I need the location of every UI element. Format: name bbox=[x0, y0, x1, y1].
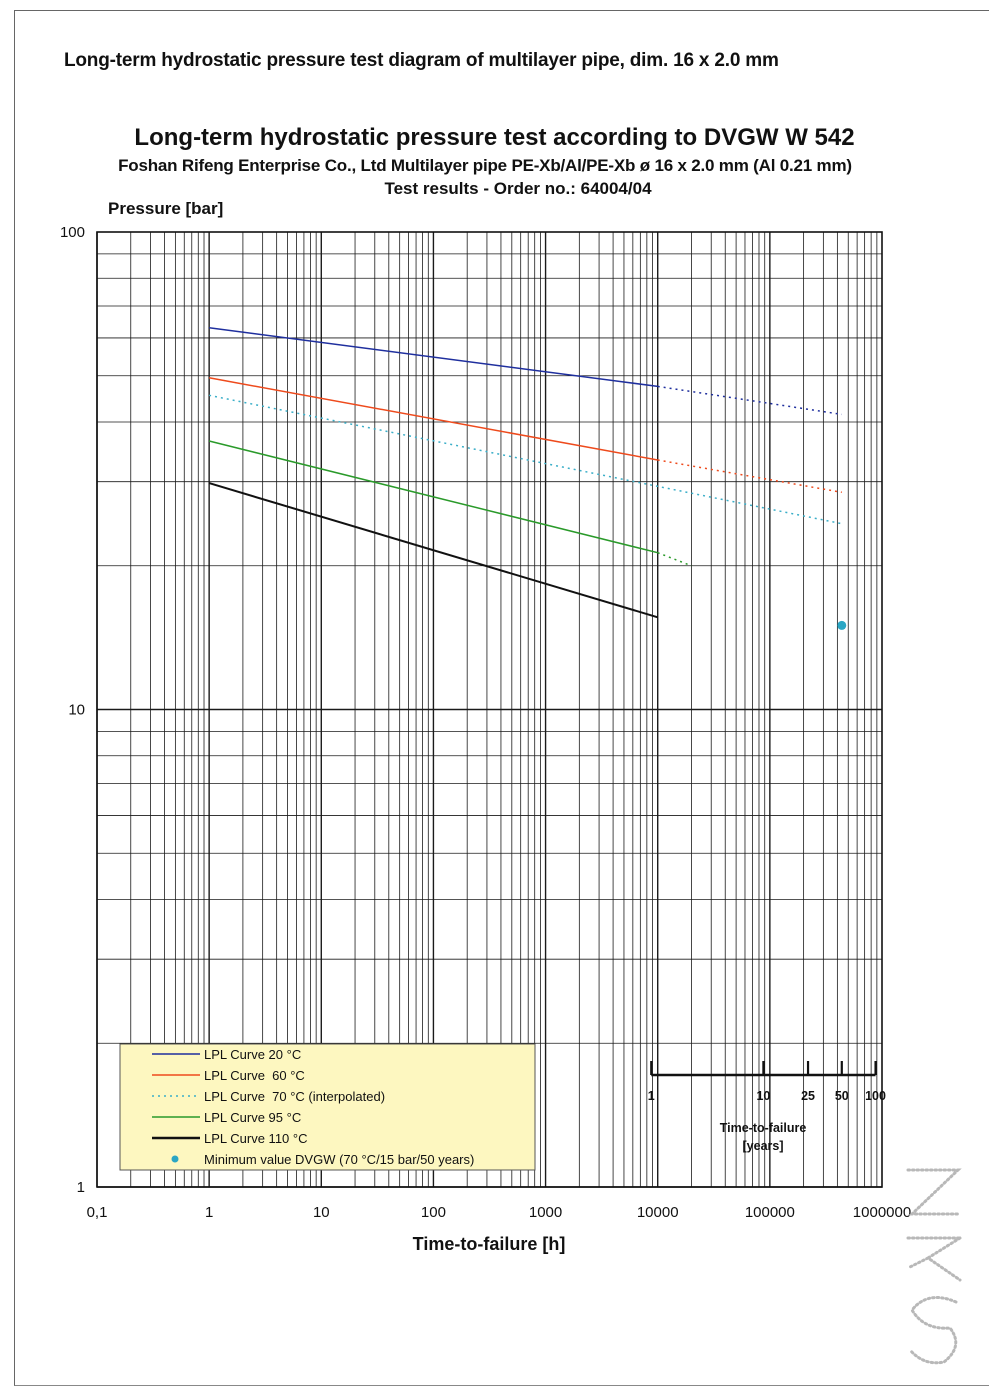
x-axis-label: Time-to-failure [h] bbox=[413, 1234, 566, 1254]
x-tick-label: 1000000 bbox=[853, 1204, 911, 1221]
series-1 bbox=[208, 377, 842, 494]
series-line bbox=[208, 482, 658, 619]
series-4 bbox=[208, 482, 658, 619]
legend-label: Minimum value DVGW (70 °C/15 bar/50 year… bbox=[204, 1152, 474, 1167]
y-tick-label: 100 bbox=[60, 224, 85, 241]
legend-label: LPL Curve 110 °C bbox=[204, 1131, 307, 1146]
minimum-value-point bbox=[837, 620, 847, 630]
series-line-extrapolated bbox=[657, 459, 842, 494]
x-tick-label: 10000 bbox=[637, 1204, 679, 1221]
series-line bbox=[208, 377, 658, 461]
legend: LPL Curve 20 °C LPL Curve 60 °C LPL Curve … bbox=[119, 1043, 536, 1171]
years-tick-label: 1 bbox=[648, 1089, 655, 1103]
legend-label: LPL Curve 20 °C bbox=[204, 1047, 301, 1062]
y-tick-label: 10 bbox=[68, 702, 85, 719]
x-tick-label: 100000 bbox=[745, 1204, 795, 1221]
chart-title: Long-term hydrostatic pressure test acco… bbox=[134, 124, 855, 151]
series-line-extrapolated bbox=[657, 552, 692, 567]
years-scale-unit: [years] bbox=[743, 1139, 784, 1153]
x-tick-label: 0,1 bbox=[87, 1204, 108, 1221]
legend-label: LPL Curve 60 °C bbox=[204, 1068, 305, 1083]
years-scale: 1 10 25 50 100 bbox=[648, 1061, 886, 1103]
series-0 bbox=[209, 327, 842, 416]
x-tick-label: 100 bbox=[421, 1204, 446, 1221]
legend-label: LPL Curve 95 °C bbox=[204, 1110, 301, 1125]
plot-frame bbox=[96, 231, 883, 1188]
years-tick-label: 50 bbox=[835, 1089, 849, 1103]
years-scale-title: Time-to-failure bbox=[720, 1121, 807, 1135]
x-tick-label: 1 bbox=[205, 1204, 213, 1221]
document-title: Long-term hydrostatic pressure test diag… bbox=[64, 50, 779, 71]
x-tick-label: 10 bbox=[313, 1204, 330, 1221]
y-axis-label: Pressure [bar] bbox=[108, 199, 223, 218]
series-line bbox=[209, 327, 658, 388]
series-line bbox=[208, 440, 658, 554]
legend-box bbox=[119, 1043, 536, 1171]
x-tick-label: 1000 bbox=[529, 1204, 562, 1221]
years-tick-label: 100 bbox=[865, 1089, 886, 1103]
years-tick-label: 10 bbox=[756, 1089, 770, 1103]
skz-seal-watermark bbox=[906, 1168, 962, 1365]
legend-swatch-point bbox=[171, 1155, 179, 1163]
chart-subtitle-order: Test results - Order no.: 64004/04 bbox=[384, 179, 652, 198]
page-border bbox=[14, 10, 989, 1386]
series-3 bbox=[208, 440, 692, 567]
series-line-extrapolated bbox=[657, 385, 842, 416]
years-tick-label: 25 bbox=[801, 1089, 815, 1103]
legend-label: LPL Curve 70 °C (interpolated) bbox=[204, 1089, 385, 1104]
chart-subtitle: Foshan Rifeng Enterprise Co., Ltd Multil… bbox=[118, 156, 852, 175]
y-tick-label: 1 bbox=[77, 1179, 85, 1196]
